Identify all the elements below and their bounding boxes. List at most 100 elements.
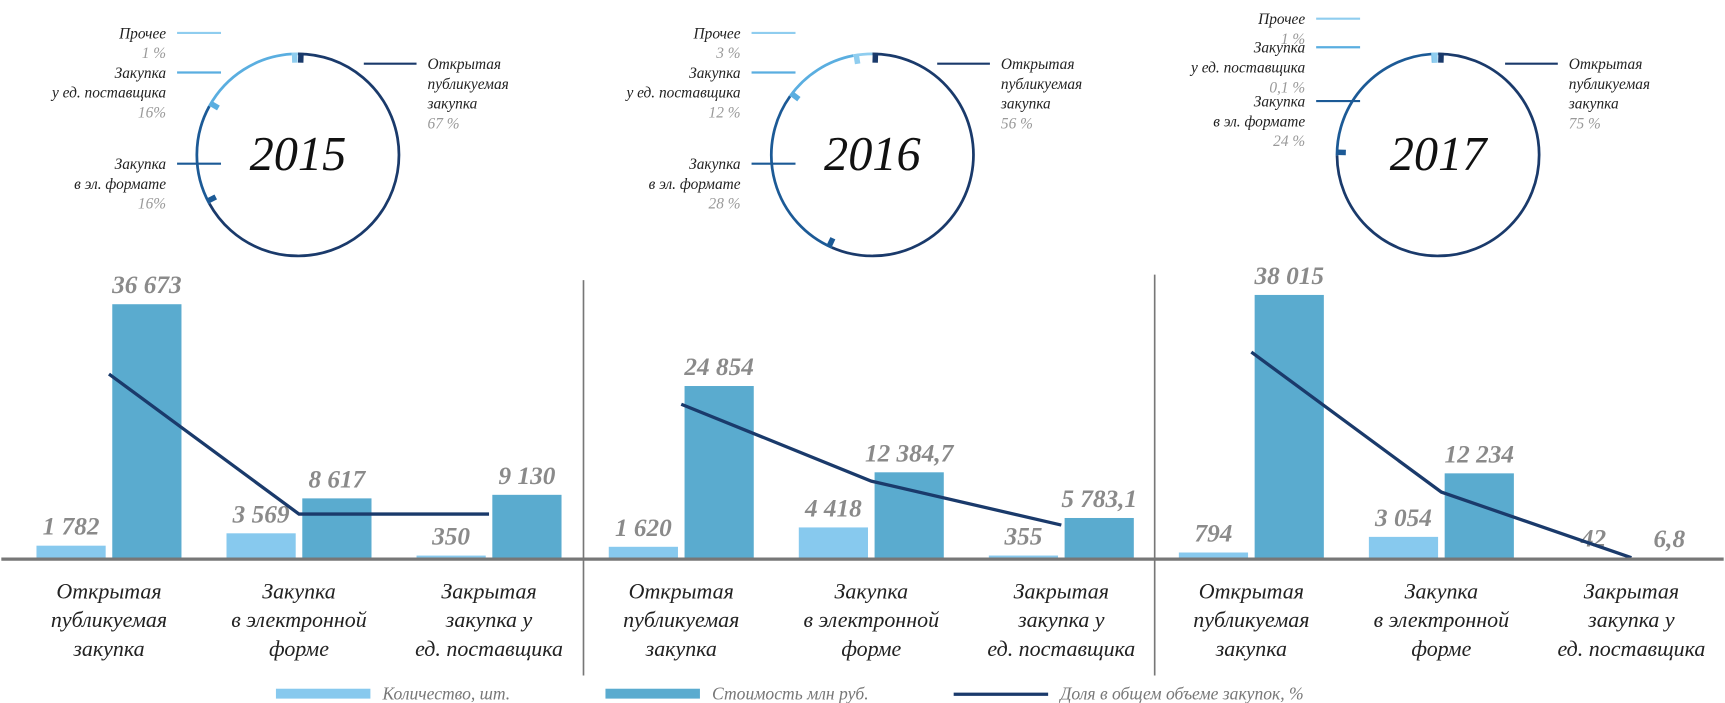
legend-swatch xyxy=(605,688,700,699)
category-label: Открытая публикуемая закупка xyxy=(623,579,739,661)
bar-value-label: 1 620 xyxy=(615,514,672,542)
text-line: Открытая xyxy=(56,579,161,604)
pie-segment xyxy=(1335,52,1432,156)
text-line: форме xyxy=(841,636,901,661)
pie-segment xyxy=(831,52,975,258)
segment-value: 28 % xyxy=(709,196,741,213)
category-label: Закупка в электронной форме xyxy=(231,579,367,661)
segment-tick xyxy=(789,90,801,102)
text-line: закупка xyxy=(645,636,717,661)
text-line: Закупка xyxy=(835,579,909,604)
bar-value-label: 350 xyxy=(431,523,470,551)
bar xyxy=(416,555,486,559)
text-line: Закупка xyxy=(689,65,741,82)
text-line: ед. поставщика xyxy=(987,636,1135,661)
text-line: публикуемая xyxy=(428,76,509,93)
text-line: Закупка xyxy=(115,156,167,173)
segment-label: Закупка в эл. формате xyxy=(74,156,166,193)
text-line: Открытая xyxy=(428,56,502,73)
text-line: закупка xyxy=(1215,636,1287,661)
category-label: Открытая публикуемая закупка xyxy=(51,579,167,661)
segment-label: Закупка у ед. поставщика xyxy=(50,65,166,102)
text-line: публикуемая xyxy=(1001,76,1082,93)
segment-value: 1 % xyxy=(142,45,166,62)
legend-swatch xyxy=(275,688,371,699)
text-line: в эл. формате xyxy=(649,176,741,193)
text-line: Закупка xyxy=(1254,94,1306,111)
text-line: ед. поставщика xyxy=(1557,636,1705,661)
text-line: Закупка xyxy=(262,579,336,604)
text-line: публикуемая xyxy=(51,607,167,632)
bar xyxy=(798,527,868,559)
text-line: публикуемая xyxy=(1569,76,1650,93)
year-title: 2015 xyxy=(250,128,347,181)
text-line: в эл. формате xyxy=(1213,113,1305,130)
segment-value: 75 % xyxy=(1569,116,1601,133)
segment-label: Закупка у ед. поставщика xyxy=(624,65,740,102)
text-line: закупка xyxy=(1568,96,1619,113)
text-line: в электронной xyxy=(231,607,367,632)
bar xyxy=(1178,552,1249,559)
pie-segment xyxy=(208,52,292,107)
segment-value: 24 % xyxy=(1273,133,1305,150)
text-line: Закрытая xyxy=(1014,579,1109,604)
bar xyxy=(36,545,106,559)
segment-label: Закупка в эл. формате xyxy=(649,156,741,193)
share-line xyxy=(680,402,1062,527)
text-line: Открытая xyxy=(1569,56,1643,73)
text-line: у ед. поставщика xyxy=(1189,59,1305,76)
bar xyxy=(492,494,562,559)
text-line: закупка xyxy=(1000,96,1051,113)
segment-value: 16% xyxy=(138,196,166,213)
text-line: закупка у xyxy=(1017,607,1105,632)
year-title: 2017 xyxy=(1390,128,1488,181)
text-line: у ед. поставщика xyxy=(624,85,740,102)
pie-segment xyxy=(208,52,401,258)
bar xyxy=(874,472,944,559)
text-line: закупка xyxy=(427,96,478,113)
category-label: Закрытая закупка у ед. поставщика xyxy=(1557,579,1705,661)
bar xyxy=(988,555,1059,559)
share-line xyxy=(107,372,490,516)
text-line: Закупка xyxy=(1254,40,1306,57)
segment-label: Открытая публикуемая закупка xyxy=(1000,56,1082,113)
bar-value-label: 38 015 xyxy=(1254,262,1324,290)
bar-value-label: 3 569 xyxy=(232,500,290,528)
text-line: Открытая xyxy=(1199,579,1304,604)
segment-value: 0,1 % xyxy=(1269,79,1305,96)
share-line xyxy=(1250,350,1632,560)
bar-value-label: 355 xyxy=(1003,523,1042,551)
pie-segment xyxy=(853,52,873,58)
pie-segment xyxy=(1335,52,1541,258)
pie-segment xyxy=(788,54,854,98)
text-line: публикуемая xyxy=(1193,607,1309,632)
segment-tick xyxy=(205,194,218,204)
text-line: в электронной xyxy=(1374,607,1510,632)
bar-value-label: 1 782 xyxy=(43,513,100,541)
legend-label: Стоимость млн руб. xyxy=(712,684,869,703)
text-line: Открытая xyxy=(1001,56,1075,73)
segment-label: Прочее xyxy=(118,25,166,42)
text-line: ед. поставщика xyxy=(415,636,563,661)
category-label: Закупка в электронной форме xyxy=(804,579,940,661)
text-line: закупка у xyxy=(1587,607,1675,632)
text-line: Закупка xyxy=(115,65,167,82)
segment-tick xyxy=(826,237,836,249)
text-line: форме xyxy=(269,636,329,661)
segment-value: 3 % xyxy=(715,45,740,62)
bar xyxy=(684,386,754,559)
bar xyxy=(112,304,182,559)
bar-value-label: 24 854 xyxy=(683,353,753,381)
segment-tick xyxy=(208,100,220,111)
text-line: публикуемая xyxy=(623,607,739,632)
segment-value: 16% xyxy=(138,105,166,122)
legend-label: Количество, шт. xyxy=(381,684,510,703)
bar xyxy=(608,546,678,559)
year-title: 2016 xyxy=(824,128,921,181)
bar-value-label: 794 xyxy=(1195,520,1233,548)
segment-label: Закупка в эл. формате xyxy=(1213,94,1305,131)
text-line: закупка у xyxy=(445,607,533,632)
text-line: Закрытая xyxy=(441,579,536,604)
bar-value-label: 6,8 xyxy=(1654,525,1686,553)
